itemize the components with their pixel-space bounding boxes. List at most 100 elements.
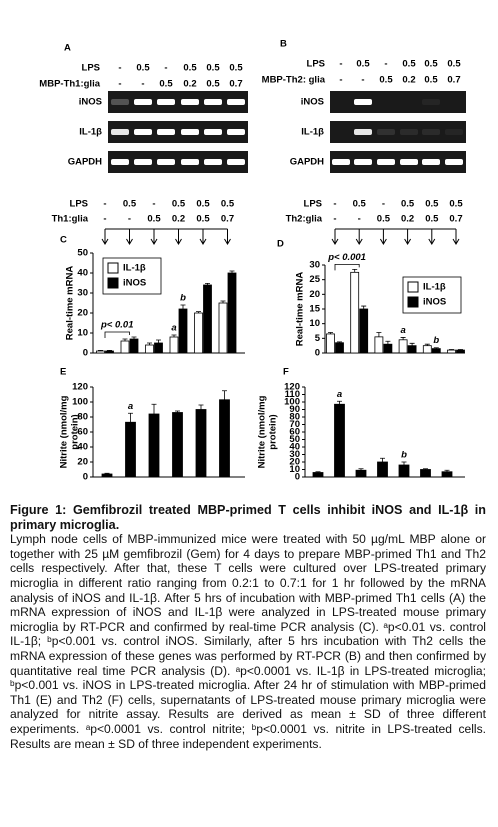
error-bar <box>358 468 364 471</box>
row-value: 0.5 <box>172 199 186 210</box>
gel-band <box>204 129 222 135</box>
row-value: 0.5 <box>425 214 439 225</box>
gel-band <box>377 129 395 135</box>
y-tick-label: 20 <box>309 289 320 300</box>
y-tick-label: 40 <box>77 268 88 279</box>
significance-label: b <box>401 450 407 461</box>
y-tick-label: 80 <box>77 412 88 423</box>
row-value: 0.5 <box>183 63 197 74</box>
y-tick-label: 0 <box>83 348 88 359</box>
row-value: - <box>384 59 387 70</box>
y-tick-label: 30 <box>77 288 88 299</box>
row-value: 0.5 <box>206 79 220 90</box>
bar <box>101 473 113 478</box>
bar <box>172 412 183 478</box>
error-bar <box>131 336 137 339</box>
arrow-head <box>175 238 182 245</box>
bar <box>227 272 237 354</box>
error-bar <box>424 343 430 346</box>
gel-band <box>181 99 199 105</box>
bar <box>377 461 388 478</box>
row-value: - <box>118 79 121 90</box>
row-value: 0.7 <box>229 79 242 90</box>
significance-label: a <box>337 389 342 400</box>
y-tick-label: 20 <box>289 457 300 468</box>
significance-label: b <box>180 293 186 304</box>
band-label: iNOS <box>301 97 324 108</box>
gel-band <box>157 129 175 135</box>
y-tick-label: 0 <box>295 472 300 483</box>
gel-band <box>111 159 129 165</box>
error-bar <box>444 469 450 472</box>
y-tick-label: 15 <box>309 304 320 315</box>
row-value: 0.7 <box>221 214 234 225</box>
bar <box>169 336 179 354</box>
row-value: 0.5 <box>123 199 137 210</box>
y-tick-label: 20 <box>77 308 88 319</box>
gel-band <box>400 129 418 135</box>
caption: Figure 1: Gemfibrozil treated MBP-primed… <box>10 503 486 751</box>
y-tick-label: 0 <box>83 472 88 483</box>
bar <box>441 471 453 478</box>
y-tick-label: 5 <box>315 333 321 344</box>
row-label: LPS <box>304 199 322 210</box>
row-value: 0.5 <box>356 59 370 70</box>
bar <box>326 333 335 354</box>
bar <box>105 350 114 354</box>
error-bar <box>328 332 333 334</box>
panel-letter: D <box>277 239 284 250</box>
bar <box>398 464 410 478</box>
gel-band <box>422 99 440 105</box>
row-value: 0.5 <box>377 214 391 225</box>
error-bar <box>205 283 210 285</box>
band-label: iNOS <box>79 97 102 108</box>
row-value: 0.5 <box>196 214 210 225</box>
row-value: 0.5 <box>221 199 235 210</box>
bar <box>447 349 456 354</box>
y-tick-label: 100 <box>72 397 88 408</box>
caption-body: Lymph node cells of MBP-immunized mice w… <box>10 532 486 751</box>
row-value: - <box>339 75 342 86</box>
row-label: MBP-Th2: glia <box>262 75 326 86</box>
arrow-head <box>355 238 363 245</box>
bar <box>350 271 360 354</box>
row-value: - <box>361 75 364 86</box>
error-bar <box>151 403 157 414</box>
bracket <box>104 331 130 338</box>
row-value: 0.5 <box>401 199 415 210</box>
row-value: 0.5 <box>424 59 438 70</box>
arrow-head <box>331 238 339 245</box>
legend-swatch <box>407 281 419 293</box>
row-label: LPS <box>82 63 100 74</box>
gel-strip <box>108 121 248 143</box>
row-label: LPS <box>70 199 88 210</box>
band-label: GAPDH <box>68 157 102 168</box>
row-value: 0.5 <box>424 75 438 86</box>
bar <box>145 344 154 354</box>
gel-band <box>134 99 152 105</box>
gel-strip <box>330 91 466 113</box>
error-bar <box>352 269 358 273</box>
gel-strip <box>108 151 248 173</box>
panel-letter: E <box>60 367 66 378</box>
error-bar <box>337 341 342 343</box>
bar <box>96 350 105 354</box>
bar <box>178 308 188 354</box>
legend-swatch <box>407 296 419 308</box>
error-bar <box>222 390 227 400</box>
significance-label: a <box>400 325 405 336</box>
gel-band <box>354 159 372 165</box>
gel-band <box>157 99 175 105</box>
bar <box>148 413 160 478</box>
gel-band <box>332 159 350 165</box>
row-value: 0.7 <box>447 75 460 86</box>
bar <box>312 472 324 478</box>
gel-band <box>204 99 222 105</box>
bar <box>120 340 130 354</box>
arrow-head <box>452 238 460 245</box>
error-bar <box>147 342 152 345</box>
row-value: - <box>333 199 336 210</box>
row-value: - <box>333 214 336 225</box>
row-value: 0.2 <box>172 214 185 225</box>
